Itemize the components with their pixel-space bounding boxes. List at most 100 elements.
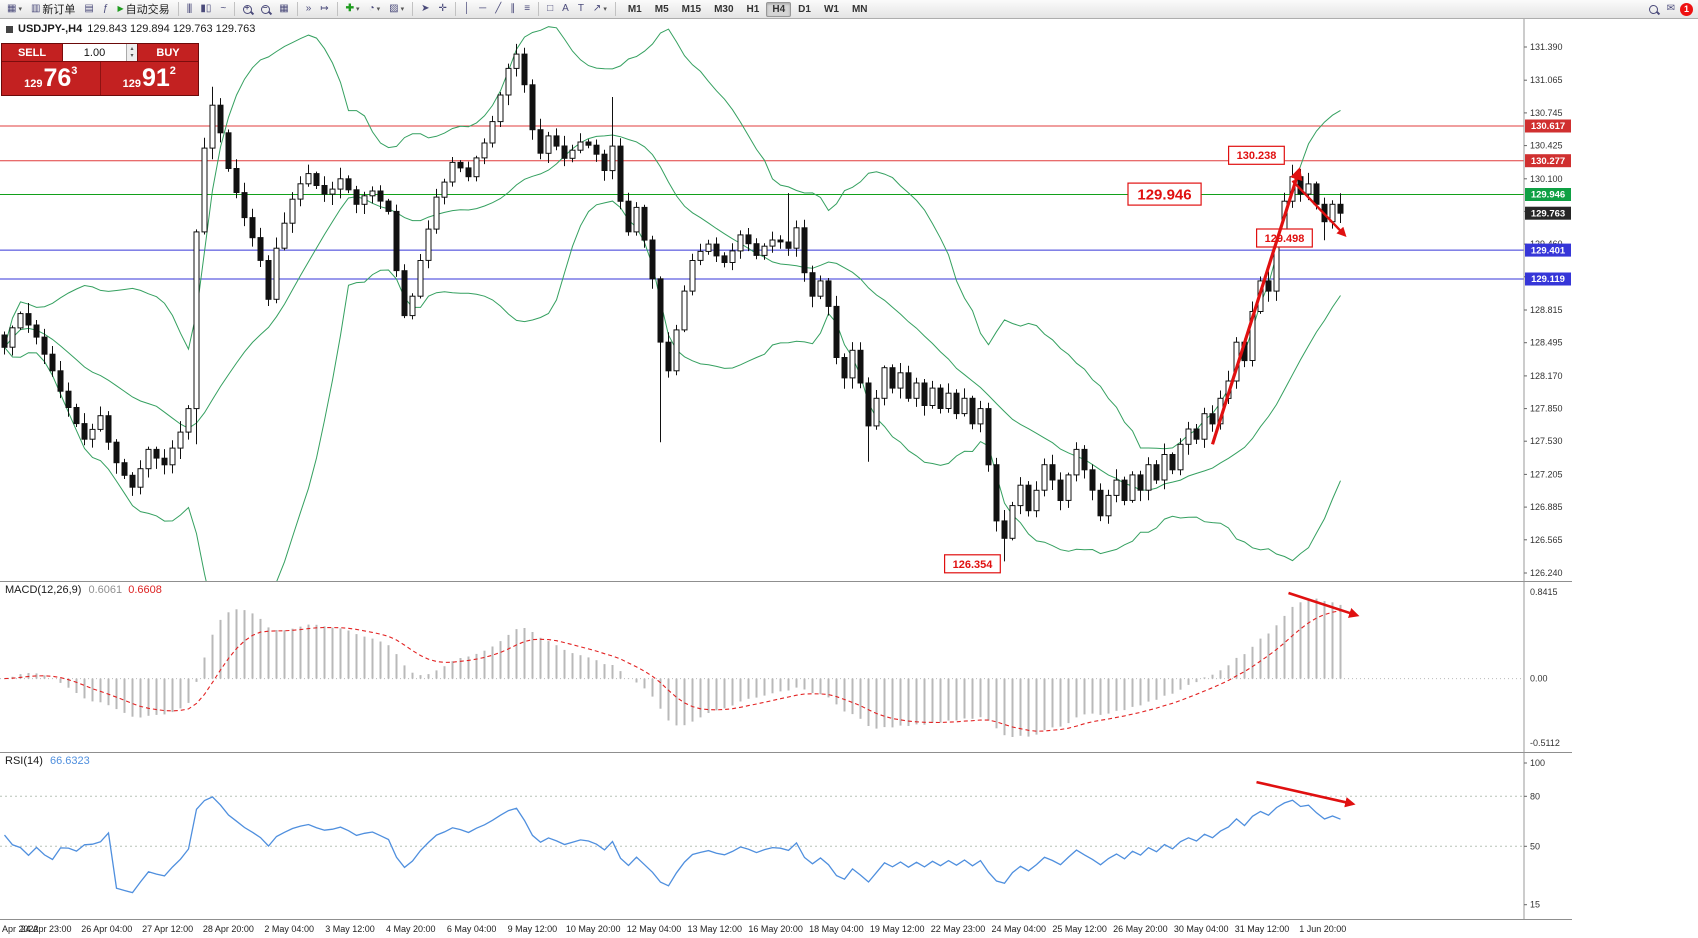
annotation-label: 129.498 [1265,233,1305,245]
templates-icon: ▨ [389,3,399,14]
new-order-button[interactable]: ▥ 新订单 [27,1,79,17]
volume-input[interactable]: 1.00 ▴ ▾ [63,44,137,61]
cursor-tool-button[interactable]: ➤ [417,1,433,17]
stepper-up-icon[interactable]: ▴ [130,45,134,52]
bar-chart-button[interactable]: ||| [183,1,196,17]
sell-price-prefix: 129 [24,78,43,90]
price-chart-panel[interactable]: 131.390 131.065 130.745 130.425 130.100 129.7… [0,19,1572,581]
chevron-down-icon: ▾ [400,6,405,13]
chart-shift-button[interactable]: ↦ [316,1,332,17]
vertical-line-button[interactable]: │ [460,1,474,17]
buy-price-button[interactable]: 129 91 2 [101,62,199,95]
timeframe-button-m5[interactable]: M5 [654,3,669,15]
zoom-out-button[interactable]: − [257,1,274,17]
fibonacci-button[interactable]: ≡ [520,1,534,17]
expert-advisors-button[interactable]: ƒ [99,1,113,17]
channel-button[interactable]: ∥ [506,1,519,17]
timeframe-button-m30[interactable]: M30 [714,3,734,15]
svg-text:129.401: 129.401 [1531,245,1566,256]
macd-label: MACD(12,26,9) [5,584,82,596]
text-tool-button[interactable]: A [558,1,573,17]
indicators-icon: ✚ [345,3,355,14]
price-tag-130.277 [1525,154,1571,168]
mail-button[interactable]: ✉ [1663,1,1679,17]
sell-button[interactable]: SELL [2,44,62,61]
trend-arrow [1210,166,1303,445]
search-button[interactable] [1645,1,1662,17]
macd-axis[interactable]: 0.8415 0.00 -0.5112 [1530,587,1560,748]
macd-trend-arrow [1288,591,1360,618]
timeframe-button-mn[interactable]: MN [851,3,868,15]
candlestick-chart-button[interactable]: ▮▯ [196,1,215,17]
periods-button[interactable]: ◔ ▾ [365,1,385,17]
bar-chart-icon: ||| [186,3,193,14]
new-chart-button[interactable]: ▦ ▾ [3,1,26,17]
zoom-in-icon: + [243,3,253,14]
time-axis-label: 27 Apr 12:00 [142,924,194,934]
rsi-axis[interactable]: 100 80 50 15 [1524,758,1545,910]
right-gutter [1572,19,1698,938]
svg-text:127.205: 127.205 [1530,469,1563,479]
svg-text:15: 15 [1530,900,1540,910]
timeframe-button-h1[interactable]: H1 [746,3,760,15]
rsi-header: RSI(14) 66.6323 [5,755,90,767]
profiles-button[interactable]: ▤ [80,1,97,17]
timeframe-button-m15[interactable]: M15 [681,3,702,15]
rsi-svg[interactable]: 100 80 50 15 [0,752,1572,919]
timeframe-button-h4[interactable]: H4 [766,1,792,17]
autotrading-label: 自动交易 [125,4,170,16]
toolbar-separator [177,2,179,16]
buy-price-prefix: 129 [122,78,141,90]
zoom-in-button[interactable]: + [239,1,256,17]
buy-button[interactable]: BUY [138,44,198,61]
chevron-down-icon: ▾ [603,6,607,13]
text-label-button[interactable]: T [574,1,588,17]
price-tag-129.401 [1525,243,1571,257]
timeframe-button-m1[interactable]: M1 [627,3,642,15]
chart-workspace: 131.390 131.065 130.745 130.425 130.100 129.7… [0,19,1698,938]
buy-price-main: 91 [141,64,170,92]
annotation-box [1127,182,1202,206]
svg-text:129.946: 129.946 [1531,190,1565,201]
arrow-tool-icon: ↗ [592,3,602,14]
sell-price-main: 76 [43,64,72,92]
price-tag-130.617 [1525,119,1571,133]
tile-windows-button[interactable]: ▦ [275,1,292,17]
stepper-down-icon[interactable]: ▾ [130,52,134,59]
expert-advisors-icon: ƒ [102,3,109,14]
text-label-icon: T [577,3,584,14]
svg-text:128.815: 128.815 [1530,305,1563,315]
autotrading-button[interactable]: ▶ 自动交易 [113,1,173,17]
rsi-panel[interactable]: 100 80 50 15 RSI(14) 66.6323 [0,752,1572,919]
periods-icon: ◔ [368,3,375,14]
svg-text:126.240: 126.240 [1530,568,1563,578]
time-axis-label: 2 May 04:00 [264,924,314,934]
auto-scroll-button[interactable]: » [302,1,316,17]
price-chart-svg[interactable]: 131.390 131.065 130.745 130.425 130.100 129.7… [0,19,1572,581]
volume-stepper[interactable]: ▴ ▾ [126,44,137,61]
timeframe-button-d1[interactable]: D1 [798,3,811,15]
chart-ohlc-header: USDJPY-,H4 129.843 129.894 129.763 129.7… [6,23,255,35]
shapes-button[interactable]: □ [543,1,557,17]
time-axis-label: 19 May 12:00 [869,924,925,934]
line-chart-button[interactable]: ~ [216,1,230,17]
time-axis[interactable]: Apr 2022 24 Apr 23:00 26 Apr 04:00 27 Apr 1… [0,919,1572,938]
annotation-label: 129.946 [1137,187,1191,204]
time-axis-label: 25 May 12:00 [1052,924,1107,934]
annotation-label: 130.238 [1237,150,1277,162]
indicators-button[interactable]: ✚ ▾ [342,1,364,17]
macd-svg[interactable]: 0.8415 0.00 -0.5112 [0,581,1572,752]
notification-badge[interactable]: 1 [1680,2,1693,16]
svg-text:131.390: 131.390 [1530,42,1563,52]
horizontal-line-button[interactable]: ─ [475,1,490,17]
templates-button[interactable]: ▨ ▾ [385,1,408,17]
sell-price-button[interactable]: 129 76 3 [2,62,100,95]
trendline-button[interactable]: ╱ [491,1,505,17]
arrows-tool-button[interactable]: ↗ ▾ [589,1,611,17]
macd-panel[interactable]: 0.8415 0.00 -0.5112 MACD(12,26,9) 0.6061 0… [0,581,1572,752]
time-axis-label: 26 May 20:00 [1113,924,1168,934]
crosshair-tool-button[interactable]: ✛ [434,1,450,17]
zoom-out-icon: − [261,3,271,14]
timeframe-button-w1[interactable]: W1 [823,3,839,15]
